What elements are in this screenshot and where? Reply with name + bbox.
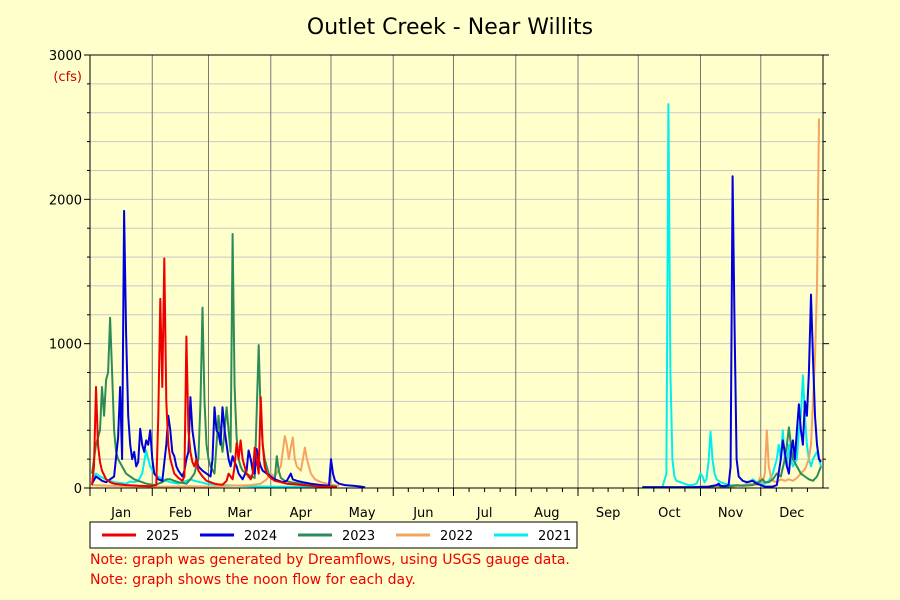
series-layer bbox=[91, 103, 822, 489]
x-tick-label: Nov bbox=[718, 506, 744, 521]
x-tick-label: Sep bbox=[596, 506, 621, 521]
series-line-2023 bbox=[91, 233, 338, 488]
x-tick-label: Mar bbox=[227, 506, 252, 521]
y-unit-label: (cfs) bbox=[53, 70, 82, 85]
legend-label-2024: 2024 bbox=[244, 529, 277, 544]
x-tick-label: Jun bbox=[412, 506, 433, 521]
y-tick-label: 0 bbox=[74, 482, 82, 497]
x-tick-label: Oct bbox=[658, 506, 680, 521]
x-tick-label: Feb bbox=[169, 506, 192, 521]
legend-label-2025: 2025 bbox=[146, 529, 179, 544]
y-tick-label: 1000 bbox=[49, 338, 82, 353]
series-line-2024 bbox=[91, 209, 366, 489]
axes: Jan Feb Mar Apr May Jun Jul Aug Sep Oct Nov Dec 0 100… bbox=[49, 49, 829, 521]
legend-label-2023: 2023 bbox=[342, 529, 375, 544]
y-tick-label: 3000 bbox=[49, 49, 82, 64]
x-tick-label: Aug bbox=[534, 506, 559, 521]
x-tick-label: May bbox=[349, 506, 376, 521]
grid bbox=[90, 55, 823, 488]
legend-label-2022: 2022 bbox=[440, 529, 473, 544]
x-tick-label: Jul bbox=[476, 506, 493, 521]
note-noon-flow: Note: graph shows the noon flow for each… bbox=[90, 572, 416, 588]
chart-title: Outlet Creek - Near Willits bbox=[307, 15, 593, 40]
plot-frame bbox=[89, 54, 824, 489]
x-tick-label: Dec bbox=[779, 506, 804, 521]
note-source: Note: graph was generated by Dreamflows,… bbox=[90, 552, 570, 568]
legend-label-2021: 2021 bbox=[538, 529, 571, 544]
x-tick-label: Apr bbox=[290, 506, 313, 521]
y-tick-label: 2000 bbox=[49, 193, 82, 208]
series-line-2025 bbox=[91, 257, 338, 489]
x-tick-label: Jan bbox=[110, 506, 131, 521]
legend: 2025 2024 2023 2022 2021 bbox=[89, 521, 578, 549]
series-line-2024 bbox=[642, 175, 822, 489]
series-line-2022 bbox=[91, 435, 340, 488]
